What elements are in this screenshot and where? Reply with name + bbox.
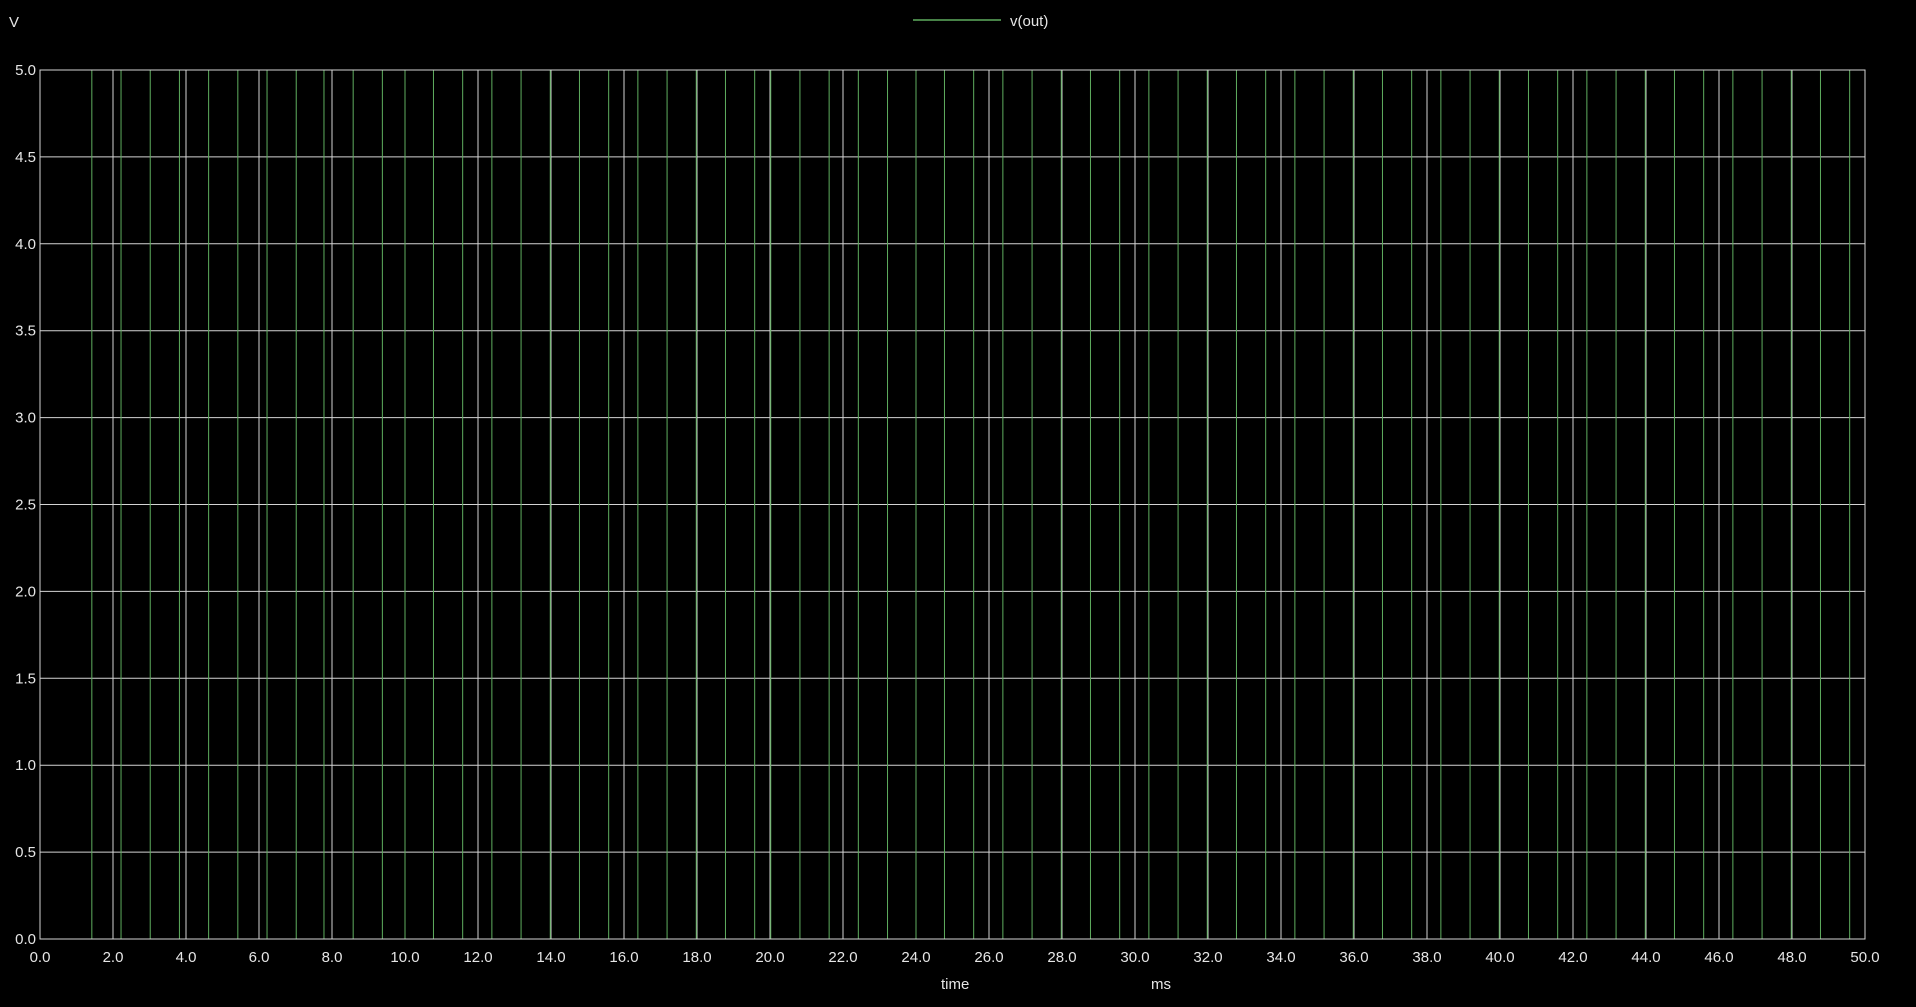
y-axis-tick-labels: 0.0 0.5 1.0 1.5 2.0 2.5 3.0 3.5 4.0 4.5 5.0: [15, 62, 36, 948]
y-tick-label: 0.0: [15, 931, 36, 948]
x-tick-label: 20.0: [755, 949, 784, 966]
x-tick-label: 32.0: [1193, 949, 1222, 966]
x-tick-label: 40.0: [1485, 949, 1514, 966]
y-tick-label: 2.5: [15, 497, 36, 514]
x-tick-label: 16.0: [609, 949, 638, 966]
x-tick-label: 8.0: [322, 949, 343, 966]
y-tick-label: 2.0: [15, 583, 36, 600]
y-tick-label: 1.5: [15, 670, 36, 687]
x-tick-label: 22.0: [828, 949, 857, 966]
legend: v(out): [913, 13, 1048, 30]
x-tick-label: 28.0: [1047, 949, 1076, 966]
plot-border: [39, 69, 1866, 940]
y-tick-label: 3.5: [15, 323, 36, 340]
x-tick-label: 38.0: [1412, 949, 1441, 966]
x-axis-unit-label: ms: [1151, 976, 1171, 993]
y-tick-label: 4.5: [15, 149, 36, 166]
x-tick-label: 18.0: [682, 949, 711, 966]
x-axis-label: time: [941, 976, 969, 993]
y-tick-label: 0.5: [15, 844, 36, 861]
x-tick-label: 14.0: [536, 949, 565, 966]
plot-grid: [39, 69, 1866, 940]
x-tick-label: 34.0: [1266, 949, 1295, 966]
x-tick-label: 36.0: [1339, 949, 1368, 966]
x-tick-label: 50.0: [1850, 949, 1879, 966]
legend-label-v-out: v(out): [1010, 13, 1048, 30]
x-tick-label: 24.0: [901, 949, 930, 966]
x-tick-label: 44.0: [1631, 949, 1660, 966]
x-tick-label: 6.0: [249, 949, 270, 966]
plot-frame: [39, 69, 1866, 940]
x-tick-label: 0.0: [30, 949, 51, 966]
y-tick-label: 3.0: [15, 410, 36, 427]
x-tick-label: 30.0: [1120, 949, 1149, 966]
x-axis-tick-labels: 0.0 2.0 4.0 6.0 8.0 10.0 12.0 14.0 16.0 18.0 20.0 2…: [30, 949, 1880, 966]
y-tick-label: 4.0: [15, 236, 36, 253]
x-tick-label: 46.0: [1704, 949, 1733, 966]
x-tick-label: 48.0: [1777, 949, 1806, 966]
x-tick-label: 42.0: [1558, 949, 1587, 966]
x-tick-label: 10.0: [390, 949, 419, 966]
x-tick-label: 4.0: [176, 949, 197, 966]
y-axis-unit-label: V: [9, 14, 19, 31]
x-tick-label: 12.0: [463, 949, 492, 966]
x-tick-label: 2.0: [103, 949, 124, 966]
y-tick-label: 5.0: [15, 62, 36, 79]
y-tick-label: 1.0: [15, 757, 36, 774]
x-tick-label: 26.0: [974, 949, 1003, 966]
